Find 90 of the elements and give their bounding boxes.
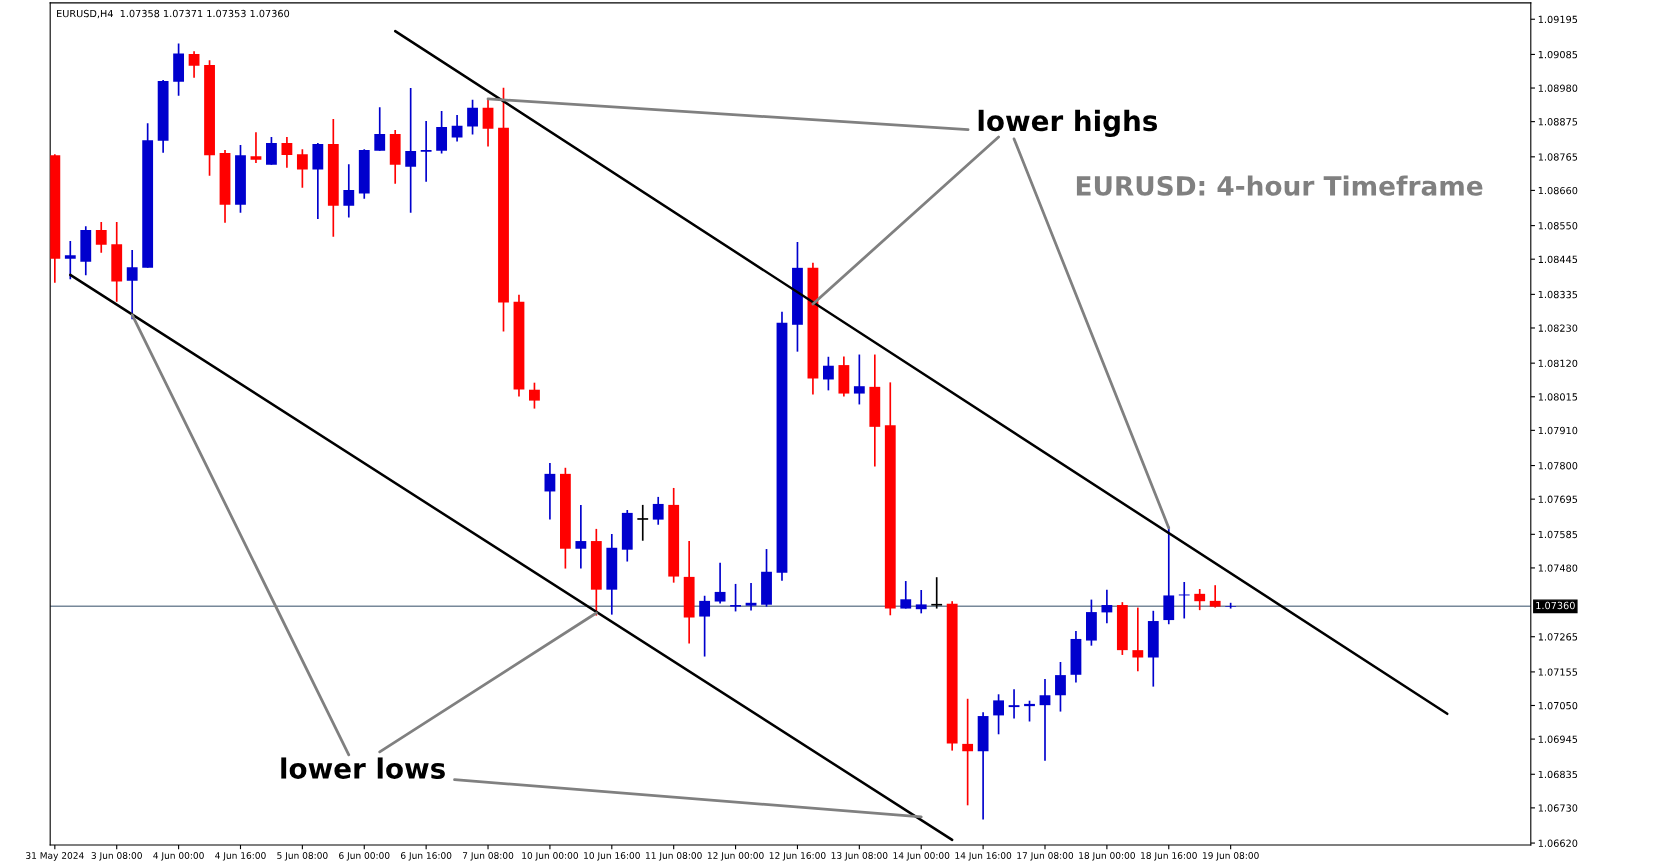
y-tick-label: 1.07800: [1538, 462, 1578, 470]
x-tick-label: 13 Jun 08:00: [831, 852, 888, 861]
y-tick-label: 1.07155: [1538, 668, 1578, 676]
candlestick: [544, 462, 556, 521]
annotation: lower lows: [281, 757, 445, 779]
candlestick: [1008, 688, 1020, 720]
x-tick-label: 14 Jun 00:00: [893, 852, 950, 861]
x-tick-label: 3 Jun 08:00: [91, 852, 142, 861]
y-tick-label: 1.07585: [1538, 530, 1578, 539]
y-tick-label: 1.08230: [1538, 324, 1578, 332]
candlestick: [343, 163, 355, 219]
y-tick-label: 1.07480: [1538, 564, 1578, 572]
candlestick: [126, 249, 138, 321]
candlestick: [714, 561, 726, 605]
candlestick: [529, 381, 540, 410]
candlestick: [1101, 588, 1113, 625]
text: EURUSD: 4-hour Timeframe: [1076, 175, 1483, 196]
y-tick-label: 1.08765: [1538, 153, 1578, 161]
x-tick-label: 10 Jun 00:00: [522, 852, 578, 861]
y-tick-label: 1.06945: [1538, 735, 1578, 743]
candlestick: [1209, 584, 1221, 609]
y-tick-label: 1.07050: [1538, 701, 1578, 710]
y-tick-label: 1.08015: [1538, 393, 1578, 401]
y-tick-label: 1.09195: [1538, 15, 1578, 24]
candlestick: [1194, 588, 1206, 611]
candlestick: [436, 110, 448, 155]
y-tick-label: 1.08980: [1538, 84, 1578, 92]
candlestick: [467, 99, 478, 136]
y-tick-label: 1.06835: [1538, 770, 1578, 779]
x-tick-label: 4 Jun 16:00: [215, 852, 266, 861]
x-tick-label: 12 Jun 16:00: [769, 852, 826, 861]
x-tick-label: 12 Jun 00:00: [707, 852, 764, 861]
candlestick: [405, 87, 417, 214]
x-tick-label: 6 Jun 00:00: [339, 852, 390, 861]
x-tick-label: 18 Jun 00:00: [1079, 852, 1135, 861]
text: EURUSD,H4 1.07358 1.07371 1.07353 1.07360: [57, 9, 290, 19]
candlestick: [95, 221, 107, 254]
y-tick-label: 1.07265: [1538, 633, 1578, 641]
candlestick: [266, 136, 277, 166]
candlestick: [745, 582, 757, 612]
x-tick-label: 14 Jun 16:00: [955, 852, 1012, 861]
x-tick-label: 19 Jun 08:00: [1202, 852, 1259, 861]
candlestick: [1039, 678, 1051, 762]
annotation: lower highs: [978, 109, 1158, 137]
candlestick: [822, 355, 834, 392]
y-tick-label: 1.07695: [1538, 495, 1578, 503]
x-tick-label: 7 Jun 08:00: [462, 852, 514, 861]
candlestick: [652, 496, 664, 526]
x-tick-label: 5 Jun 08:00: [277, 852, 328, 861]
candlestick: [1024, 699, 1035, 723]
candlestick: [64, 240, 76, 281]
x-tick-label: 6 Jun 16:00: [400, 852, 452, 861]
y-tick-label: 1.08335: [1538, 290, 1578, 299]
candlestick: [900, 580, 912, 610]
candlestick: [962, 697, 974, 807]
y-tick-label: 1.08660: [1538, 186, 1578, 195]
candlestick: [451, 114, 463, 143]
candlestick: [420, 120, 432, 183]
ref-line-label: 1.07360: [1536, 601, 1575, 610]
x-tick-label: 4 Jun 00:00: [153, 852, 204, 861]
y-tick-label: 1.06620: [1538, 839, 1578, 847]
candlestick: [374, 106, 386, 152]
candlestick: [699, 594, 711, 658]
candlestick: [1178, 581, 1190, 620]
candlestick: [188, 50, 200, 79]
candlestick: [1132, 606, 1144, 673]
candlestick: [1055, 661, 1066, 713]
y-tick-label: 1.08875: [1538, 118, 1578, 126]
y-tick-label: 1.08120: [1538, 359, 1578, 367]
x-tick-label: 31 May 2024: [26, 852, 84, 861]
y-tick-label: 1.06730: [1538, 804, 1578, 812]
x-tick-label: 10 Jun 16:00: [584, 852, 640, 861]
candlestick: [853, 353, 865, 406]
candlestick: [930, 576, 943, 610]
y-tick-label: 1.08550: [1538, 222, 1578, 230]
candlestick: [482, 98, 494, 148]
y-tick-label: 1.07910: [1538, 426, 1578, 435]
x-tick-label: 17 Jun 08:00: [1017, 852, 1074, 861]
candlestick: [296, 148, 308, 189]
y-tick-label: 1.09085: [1538, 50, 1578, 59]
y-tick-label: 1.08445: [1538, 255, 1578, 264]
x-tick-label: 11 Jun 08:00: [646, 852, 702, 861]
candlestick: [915, 589, 927, 615]
candlestick: [250, 131, 262, 164]
candlestick: [636, 504, 649, 542]
candlestick: [281, 136, 293, 169]
candlestick: [730, 583, 741, 613]
candlestick: [575, 504, 587, 570]
candlestick: [993, 693, 1004, 736]
x-tick-label: 18 Jun 16:00: [1141, 852, 1197, 861]
